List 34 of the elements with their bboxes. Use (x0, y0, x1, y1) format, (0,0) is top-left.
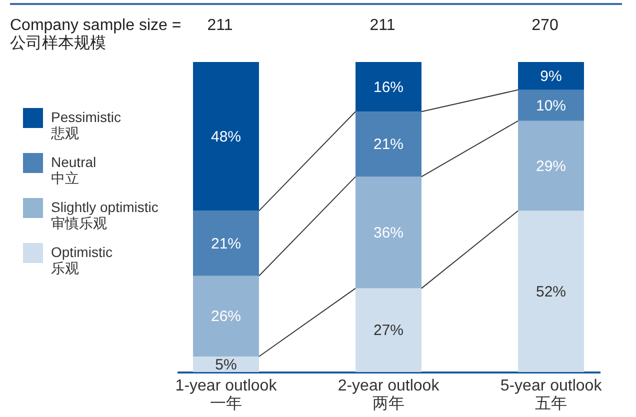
data-label: 16% (373, 78, 404, 96)
x-tick-label: 2-year outlook 两年 (338, 378, 440, 412)
bar (356, 176, 422, 288)
data-label: 48% (210, 128, 242, 146)
bar (193, 210, 259, 276)
bar (193, 276, 259, 356)
data-label: 36% (373, 224, 404, 242)
bar (518, 120, 584, 211)
text: 270 (532, 17, 558, 34)
bar (518, 62, 584, 90)
text: Company sample size = 公司样本规模 (10, 17, 182, 52)
text: 211 (207, 17, 233, 34)
text: 211 (370, 17, 396, 34)
x-tick-label: 1-year outlook 一年 (175, 378, 278, 412)
data-label: 27% (373, 322, 404, 340)
data-label: 21% (373, 136, 404, 154)
bar (518, 90, 584, 121)
data-label: 10% (536, 97, 566, 114)
legend-label: Neutral 中立 (51, 154, 96, 186)
bar (193, 62, 259, 211)
data-label: 5% (215, 356, 237, 374)
x-tick-label: 5-year outlook 五年 (500, 378, 603, 412)
data-label: 9% (540, 68, 562, 85)
bar (518, 210, 584, 372)
data-label: 21% (210, 235, 242, 252)
bar (356, 62, 422, 112)
data-label: 26% (210, 308, 242, 326)
bar (356, 288, 422, 372)
bar (356, 112, 422, 177)
data-label: 29% (536, 158, 566, 175)
legend-label: Optimistic 乐观 (51, 244, 112, 276)
legend-label: Slightly optimistic 审慎乐观 (51, 199, 158, 231)
data-label: 52% (536, 283, 566, 300)
legend-label: Pessimistic 悲观 (50, 109, 122, 141)
